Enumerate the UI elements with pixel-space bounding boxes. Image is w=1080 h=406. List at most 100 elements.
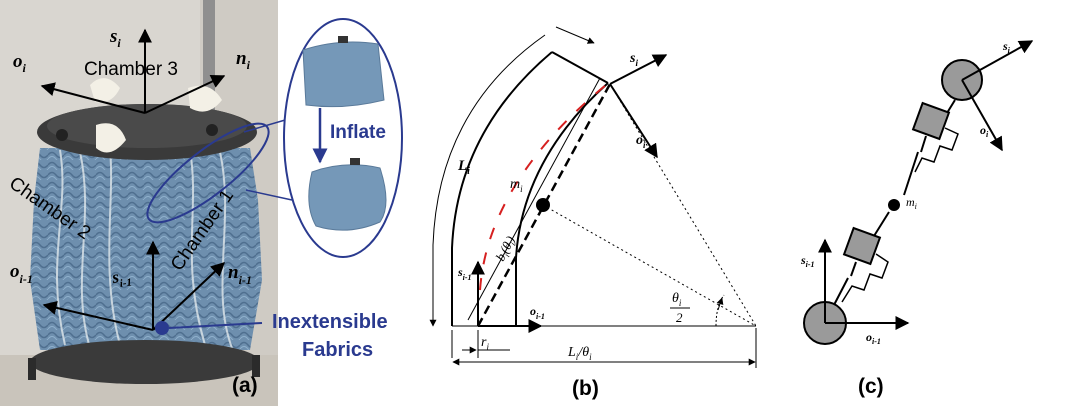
svg-text:si-1: si-1 [457,265,472,282]
svg-text:bi(θi): bi(θi) [492,233,519,264]
r-sub: i [486,342,489,352]
svg-text:si: si [109,26,121,50]
s-bottom-sub: i-1 [463,273,472,282]
panel-b-label: (b) [572,377,599,400]
theta-denominator: 2 [676,310,683,325]
svg-text:oi: oi [13,51,27,75]
chamber-3-label: Chamber 3 [84,59,178,80]
outer-arc [451,51,553,326]
axis-n-top-line [144,75,226,114]
chord-dashed [476,83,612,327]
axis-s-bottom-label: s [110,267,121,287]
svg-text:Li/θi: Li/θi [567,345,592,362]
mass-sub-c: i [915,202,917,211]
mass-label: m [510,177,520,192]
s-bottom-label: s [457,265,463,279]
pouch-valve-top [338,36,348,43]
lower-link-a [873,211,890,237]
s-top-axis-c [961,40,1034,81]
svg-text:oi-1: oi-1 [530,304,545,321]
axis-o-bottom-label: o [10,261,20,282]
b-arg-sub: i [509,241,518,247]
mass-label-c: m [906,195,915,209]
chord-parallel [467,77,601,321]
svg-text:oi: oi [980,123,989,139]
length-label: L [457,158,467,174]
axis-o-top-label: o [13,51,23,72]
o-bottom-label: o [530,304,536,318]
inflate-label: Inflate [330,122,386,143]
glove-top-right [188,85,222,112]
o-top-sub: i [643,140,646,150]
leg-left [28,358,36,380]
fabric-label-line1: Inextensible [272,311,388,333]
s-top-label-c: s [1002,39,1008,53]
s-top-sub: i [635,58,638,68]
axis-n-top-sub: i [247,58,251,72]
connector-right [206,124,218,136]
tube-bundle-right [189,149,233,349]
lower-spring [841,253,889,303]
radius-den-sub: i [589,352,592,362]
svg-text:oi-1: oi-1 [10,261,33,286]
axis-n-bottom-line [152,262,226,331]
lower-damper [842,226,882,266]
s-bottom-label-c: s [800,253,806,267]
svg-text:oi: oi [636,133,646,150]
length-arc-arrow-top [555,26,595,44]
leg-right [252,355,260,377]
axis-o-bottom-line [42,300,154,331]
svg-text:si: si [629,51,638,68]
fabric-pointer [168,322,263,329]
theta-sub: i [679,298,682,308]
inflate-callout: Inflate [283,18,403,258]
fabric-label: Inextensible Fabrics [272,311,388,361]
svg-text:mi: mi [906,195,917,211]
s-top-sub-c: i [1008,46,1011,55]
top-plate-face [47,104,247,148]
bottom-plate [30,340,260,384]
o-top-axis [609,83,658,159]
svg-text:Li: Li [457,158,470,177]
fabric-pouch-flat [302,41,385,108]
mass-sub: i [520,184,523,194]
angle-arc [715,294,725,327]
fabric-chambers [30,148,262,350]
axis-n-bottom-label: n [228,262,239,283]
angle-arc-tip [716,297,724,311]
svg-text:oi-1: oi-1 [866,330,881,346]
o-top-axis-c [961,79,1003,152]
panel-a: si oi ni Chamber 3 Chamber 2 Chamber 1 s… [0,0,293,406]
fabric-pouch-inflated [308,164,387,231]
axis-o-top-sub: i [23,61,27,75]
radius-num: L [567,345,576,360]
svg-text:mi: mi [510,177,523,194]
top-cap [551,51,609,84]
axis-n-top-label: n [236,48,247,69]
radial-mid [542,204,757,327]
o-bottom-sub-c: i-1 [872,337,881,346]
s-top-label: s [629,51,636,66]
fabric-label-line2: Fabrics [302,339,373,361]
svg-text:si-1: si-1 [110,266,133,292]
axis-s-top-label: s [109,26,117,47]
o-top-label: o [636,133,643,148]
upper-link-a [946,99,956,114]
o-top-sub-c: i [986,130,989,139]
length-arc [432,34,546,326]
callout-connector-bottom [245,189,293,201]
s-top-axis [609,54,668,85]
glove-top-left [90,78,120,103]
o-bottom-label-c: o [866,330,872,344]
panel-b: mi si oi si-1 oi-1 Li bi(θi) θi 2 ri Li/… [429,26,757,400]
svg-text:si-1: si-1 [800,253,815,269]
lower-link-b [833,277,849,306]
mass-point [536,198,550,212]
panel-c: si oi mi si-1 oi-1 (c) [800,39,1034,398]
b-sub: i [503,252,512,258]
pouch-valve-bottom [350,158,360,165]
svg-text:si: si [1002,39,1011,55]
tube-bundle-left [56,149,121,349]
